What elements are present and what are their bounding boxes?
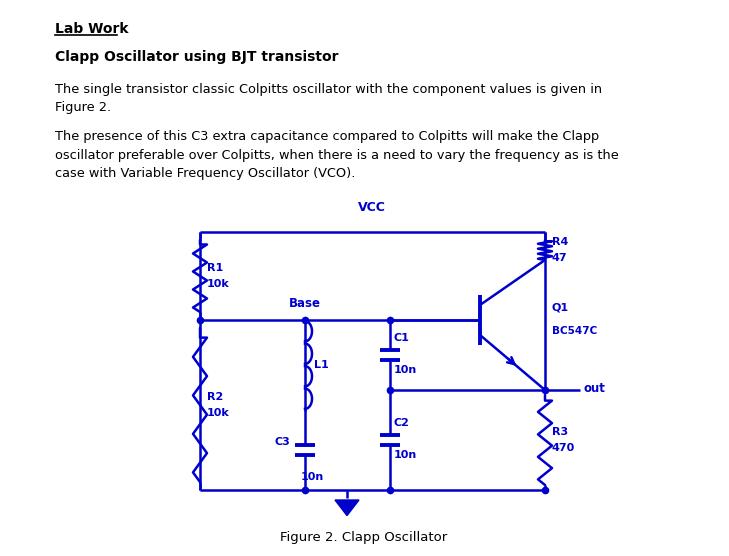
Text: 470: 470 xyxy=(552,443,575,453)
Text: Figure 2. Clapp Oscillator: Figure 2. Clapp Oscillator xyxy=(281,532,448,544)
Text: R2: R2 xyxy=(207,392,223,402)
Text: C1: C1 xyxy=(394,333,410,343)
Polygon shape xyxy=(335,500,359,515)
Text: The single transistor classic Colpitts oscillator with the component values is g: The single transistor classic Colpitts o… xyxy=(55,83,602,115)
Text: Q1: Q1 xyxy=(552,303,569,313)
Text: R4: R4 xyxy=(552,237,569,247)
Text: 10n: 10n xyxy=(394,450,417,460)
Text: Base: Base xyxy=(289,297,321,310)
Text: C2: C2 xyxy=(394,418,410,428)
Text: 10n: 10n xyxy=(394,365,417,375)
Text: C3: C3 xyxy=(275,437,291,447)
Text: BC547C: BC547C xyxy=(552,326,597,336)
Text: R1: R1 xyxy=(207,263,223,273)
Text: 10k: 10k xyxy=(207,279,230,289)
Text: L1: L1 xyxy=(314,360,329,370)
Text: 10k: 10k xyxy=(207,408,230,418)
Text: Lab Work: Lab Work xyxy=(55,22,128,36)
Text: 47: 47 xyxy=(552,253,568,263)
Text: Clapp Oscillator using BJT transistor: Clapp Oscillator using BJT transistor xyxy=(55,50,338,64)
Text: VCC: VCC xyxy=(358,201,386,214)
Text: 10n: 10n xyxy=(301,472,324,482)
Text: The presence of this C3 extra capacitance compared to Colpitts will make the Cla: The presence of this C3 extra capacitanc… xyxy=(55,130,619,180)
Text: R3: R3 xyxy=(552,427,568,437)
Text: out: out xyxy=(584,381,606,395)
